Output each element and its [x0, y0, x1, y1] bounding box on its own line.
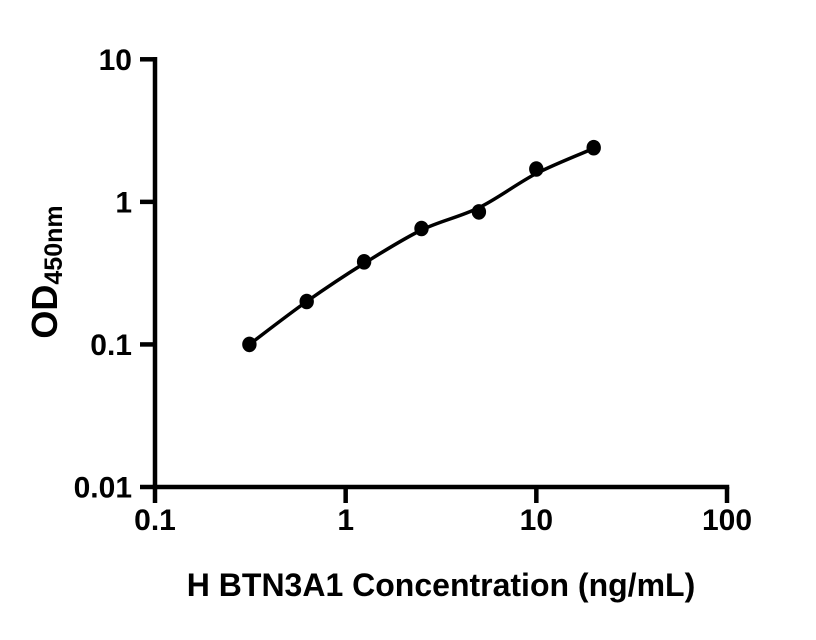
axis-ticks [140, 57, 730, 503]
data-point-marker [414, 220, 429, 237]
data-point-marker [529, 161, 544, 177]
y-axis-title: OD450nm [24, 205, 68, 338]
fit-curve-path [247, 146, 596, 347]
data-point-marker [299, 293, 314, 310]
x-tick-label: 0.1 [134, 504, 176, 537]
x-tick-label: 10 [520, 504, 553, 537]
data-point-marker [242, 336, 257, 353]
y-tick-label: 0.01 [74, 472, 132, 505]
x-tick-label: 100 [702, 504, 752, 537]
data-point-marker [586, 139, 601, 156]
data-point-marker [356, 253, 372, 270]
fit-curve [247, 146, 596, 347]
axes [152, 57, 730, 490]
data-points [242, 139, 601, 353]
y-tick-label: 0.1 [90, 329, 132, 362]
data-point-marker [471, 204, 487, 220]
y-axis-title-subscript: 450nm [40, 205, 68, 284]
y-tick-label: 10 [99, 44, 132, 77]
x-tick-label: 1 [337, 504, 354, 537]
y-tick-label: 1 [115, 186, 132, 219]
y-axis-title-main: OD [24, 285, 65, 339]
x-axis-title: H BTN3A1 Concentration (ng/mL) [187, 567, 695, 603]
